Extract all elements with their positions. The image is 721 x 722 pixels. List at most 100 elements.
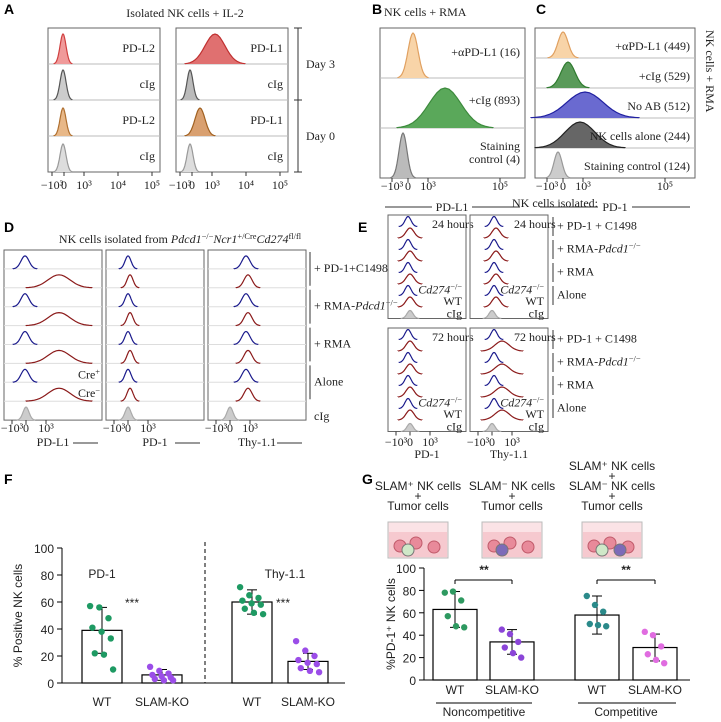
x-tick-label: 10⁴: [238, 178, 254, 192]
x-tick-label: 0: [560, 179, 566, 193]
histogram: [397, 273, 423, 285]
condition-label: + RMA: [314, 337, 351, 351]
panel-letter: A: [4, 1, 14, 17]
condition-label: + RMA-Pdcd1−/−: [314, 298, 398, 313]
condition-label: + RMA-Pdcd1−/−: [557, 241, 641, 256]
histogram: [118, 368, 138, 383]
panel-title-part: Pdcd1: [170, 232, 202, 246]
data-point: [156, 667, 163, 675]
legend-label-part: −/−: [450, 395, 462, 404]
row-label: PD-L1: [250, 113, 283, 127]
histogram: [545, 151, 571, 179]
histogram: [397, 227, 423, 239]
legend-label-part: WT: [443, 294, 462, 308]
x-tick-label: 10³: [38, 421, 54, 435]
condition-label: + RMA: [557, 378, 594, 392]
histogram: [484, 261, 504, 273]
axis-label: PD-1: [414, 447, 439, 461]
histogram: [547, 31, 579, 59]
x-tick-label: −10³: [103, 421, 126, 435]
data-point: [509, 649, 517, 657]
legend-label: WT: [443, 294, 462, 308]
data-point: [297, 664, 304, 672]
histogram: [25, 387, 93, 402]
condition-label: Alone: [314, 374, 343, 388]
histogram: [480, 409, 524, 421]
plot-frame: [387, 327, 467, 432]
x-tick-label: −10³: [536, 179, 559, 193]
plot-frame: [469, 327, 549, 432]
day-label: Day 0: [306, 129, 335, 143]
row-label: +αPD-L1 (16): [451, 45, 520, 59]
data-point: [515, 638, 522, 646]
time-label: 72 hours: [514, 330, 556, 344]
histogram: [180, 69, 200, 101]
axis-label: PD-L1: [436, 200, 469, 214]
significance: ***: [125, 596, 139, 610]
x-tick-label: −10³: [169, 178, 192, 192]
histogram: [396, 87, 494, 129]
data-point: [248, 600, 255, 607]
panel-title-part: Ncr1: [212, 232, 237, 246]
panel-letter: F: [4, 471, 13, 487]
histogram: [118, 330, 138, 345]
data-point: [306, 667, 314, 675]
histogram: [480, 363, 524, 375]
x-tick-label: 0: [23, 421, 29, 435]
data-point: [257, 601, 264, 608]
histogram: [25, 349, 93, 364]
significance: ***: [276, 596, 290, 610]
caption: +: [608, 489, 615, 503]
tumor-cell: [521, 540, 535, 554]
y-tick-label: 100: [34, 542, 54, 556]
data-point: [241, 605, 248, 612]
x-tick-label: 10⁵: [492, 179, 508, 193]
histogram: [235, 311, 261, 327]
x-tick-label: SLAM-KO: [628, 683, 682, 697]
histogram: [233, 330, 259, 345]
condition-label-part: Pdcd1: [597, 242, 629, 256]
row-label: +cIg (529): [639, 69, 690, 83]
legend-label-part: −/−: [532, 282, 544, 291]
plot-frame: [379, 27, 526, 179]
histogram: [397, 386, 423, 398]
panel-title-part: +/Cre: [237, 232, 256, 241]
histogram: [483, 296, 509, 308]
legend-label: Cd274−/−: [418, 395, 462, 410]
histogram: [398, 397, 418, 409]
legend-label: WT: [525, 407, 544, 421]
nk-cell: [495, 543, 509, 557]
data-point: [649, 632, 657, 639]
condition-label-part: + RMA-: [557, 355, 598, 369]
data-point: [506, 630, 514, 638]
x-tick-label: −10³: [385, 435, 408, 449]
time-label: 24 hours: [514, 217, 556, 231]
caption: SLAM⁺ NK cells: [375, 479, 461, 493]
histogram: [12, 330, 38, 345]
x-tick-label: 0: [189, 178, 195, 192]
condition-label-part: Pdcd1: [354, 299, 386, 313]
condition-label-part: −/−: [629, 354, 641, 363]
histogram: [235, 274, 261, 289]
panel-letter: E: [358, 219, 367, 235]
condition-label: + PD-1 + C1498: [557, 219, 637, 233]
legend-label-part: Cd274: [418, 396, 450, 410]
data-point: [518, 654, 525, 661]
histogram: [397, 32, 429, 79]
legend-label-part: +: [95, 367, 100, 376]
histogram: [120, 311, 140, 327]
histogram: [25, 311, 93, 327]
condition-label: + RMA-Pdcd1−/−: [557, 354, 641, 369]
data-point: [583, 592, 590, 600]
x-tick-label: −10³: [205, 421, 228, 435]
data-point: [658, 643, 665, 650]
data-point: [441, 589, 448, 596]
histogram: [235, 349, 261, 364]
nk-cell: [401, 543, 415, 557]
group-label: Thy-1.1: [265, 567, 306, 581]
condition-label: Alone: [557, 288, 586, 302]
condition-label: + RMA: [557, 265, 594, 279]
histogram: [397, 340, 423, 352]
axis-label: PD-1: [602, 200, 627, 214]
panel-letter: D: [4, 219, 14, 235]
